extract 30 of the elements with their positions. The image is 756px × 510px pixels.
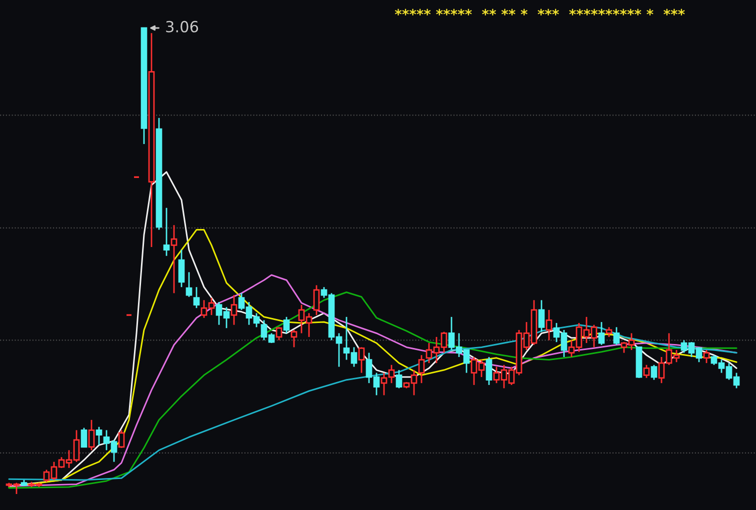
candlestick bbox=[283, 316, 290, 334]
candlestick bbox=[80, 427, 88, 448]
candlestick bbox=[418, 354, 425, 384]
candlestick bbox=[88, 419, 95, 451]
candlestick bbox=[703, 349, 710, 364]
candlestick bbox=[546, 309, 552, 341]
candlestick bbox=[96, 426, 102, 446]
candlestick bbox=[358, 346, 365, 374]
candlestick bbox=[613, 326, 620, 346]
candlestick bbox=[606, 326, 612, 338]
candlestick bbox=[230, 294, 238, 326]
candlestick bbox=[186, 271, 192, 298]
candlestick bbox=[163, 207, 170, 257]
candlestick bbox=[118, 429, 125, 449]
candlestick bbox=[598, 321, 605, 346]
candlestick bbox=[276, 326, 282, 341]
candlestick bbox=[290, 329, 298, 348]
annotation: 3.06 bbox=[166, 20, 198, 32]
candlestick bbox=[643, 364, 650, 379]
candlestick bbox=[193, 286, 200, 309]
candlestick bbox=[313, 284, 320, 316]
text: ***** ***** ** ** * *** ********** * *** bbox=[394, 8, 685, 16]
candlestick bbox=[486, 356, 492, 386]
candlestick bbox=[396, 369, 402, 389]
candlestick bbox=[178, 249, 185, 288]
candlestick bbox=[650, 364, 658, 381]
candlestick bbox=[388, 364, 395, 384]
candlestick bbox=[380, 372, 388, 396]
candlestick bbox=[170, 224, 178, 294]
candlestick bbox=[538, 299, 545, 333]
